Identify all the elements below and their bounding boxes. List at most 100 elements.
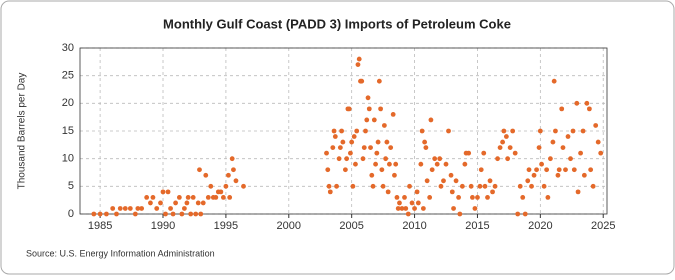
point: [331, 128, 337, 134]
point: [378, 106, 384, 112]
point: [443, 161, 449, 167]
point: [223, 183, 229, 189]
point: [412, 206, 417, 211]
point: [354, 128, 360, 134]
point: [584, 100, 590, 106]
point: [423, 145, 429, 151]
point: [466, 150, 472, 156]
point: [340, 139, 346, 145]
point: [361, 145, 367, 151]
point: [415, 200, 421, 206]
point: [457, 211, 463, 217]
point: [418, 161, 424, 167]
point: [368, 145, 373, 151]
point: [503, 134, 509, 139]
point: [492, 183, 498, 189]
point: [327, 189, 333, 195]
point: [365, 95, 371, 101]
point: [376, 78, 382, 84]
point: [512, 150, 518, 156]
point: [501, 128, 507, 134]
point: [213, 195, 219, 200]
point: [531, 172, 537, 178]
y-tick-label: 25: [62, 70, 74, 82]
point: [414, 189, 420, 195]
point: [420, 206, 426, 211]
point: [395, 206, 401, 211]
point: [381, 123, 387, 128]
x-tick-label: 1985: [88, 220, 112, 232]
point: [539, 161, 544, 167]
point: [588, 167, 594, 173]
point: [218, 189, 224, 195]
point: [534, 167, 539, 173]
point: [409, 200, 415, 206]
point: [482, 183, 488, 189]
point: [556, 167, 562, 173]
point: [393, 161, 399, 167]
plot-frame: [79, 47, 608, 215]
point: [537, 128, 543, 134]
point: [231, 167, 236, 173]
point: [350, 183, 356, 189]
point: [536, 145, 542, 151]
point: [517, 183, 523, 189]
point: [188, 211, 194, 217]
point: [390, 112, 396, 117]
point: [570, 128, 576, 134]
point: [446, 128, 451, 134]
point: [548, 156, 553, 162]
point: [135, 206, 141, 211]
point: [478, 167, 484, 173]
point: [179, 211, 185, 217]
point: [565, 134, 571, 139]
point: [551, 78, 557, 84]
point: [394, 195, 400, 200]
point: [351, 134, 357, 139]
point: [453, 178, 459, 184]
point: [470, 195, 475, 200]
point: [325, 167, 331, 173]
point: [575, 189, 581, 195]
point: [185, 195, 191, 200]
point: [451, 206, 456, 211]
point: [158, 200, 163, 206]
point: [449, 189, 455, 195]
point: [500, 139, 506, 145]
point: [336, 156, 342, 162]
point: [332, 134, 338, 139]
point: [348, 150, 353, 156]
point: [472, 206, 478, 211]
point: [428, 117, 434, 123]
point: [497, 145, 503, 151]
point: [520, 195, 526, 200]
point: [330, 145, 336, 151]
point: [578, 150, 583, 156]
y-tick-label: 10: [62, 153, 74, 165]
y-tick-label: 0: [68, 208, 74, 220]
point: [559, 106, 565, 112]
point: [581, 172, 587, 178]
point: [132, 211, 138, 217]
point: [432, 156, 438, 162]
point: [507, 145, 513, 151]
point: [379, 167, 385, 173]
point: [110, 206, 116, 211]
point: [184, 200, 190, 206]
point: [555, 172, 561, 178]
point: [122, 206, 128, 211]
point: [208, 183, 214, 189]
point: [346, 106, 352, 112]
point: [337, 145, 343, 151]
point: [419, 128, 425, 134]
point: [371, 117, 377, 123]
point: [349, 139, 355, 145]
point: [495, 156, 500, 162]
point: [168, 206, 173, 211]
y-tick-label: 15: [62, 125, 74, 137]
point: [370, 183, 376, 189]
point: [456, 195, 461, 200]
x-tick-label: 2025: [591, 220, 615, 232]
point: [568, 156, 573, 162]
point: [373, 161, 378, 167]
